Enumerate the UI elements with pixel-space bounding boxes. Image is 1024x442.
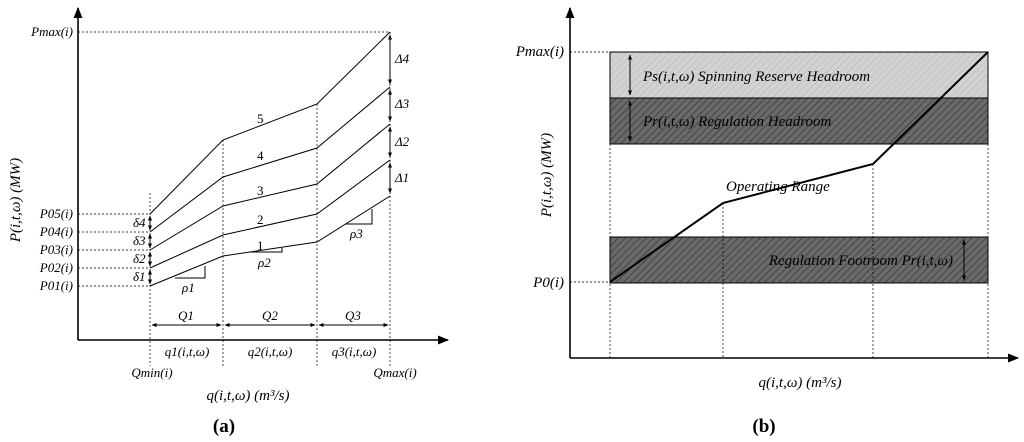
x-axis-label-a: q(i,t,ω) (m³/s) <box>207 388 290 404</box>
p0-label-1: P01(i) <box>39 278 73 293</box>
operating-curve <box>609 51 989 283</box>
delta-small-4: δ4 <box>133 215 146 230</box>
curve-2 <box>149 159 391 269</box>
slope-triangle-2 <box>250 248 283 253</box>
operating-range-label: Operating Range <box>726 179 830 195</box>
regulation-headroom-label: Pr(i,t,ω) Regulation Headroom <box>642 114 832 130</box>
spinning-reserve-label: Ps(i,t,ω) Spinning Reserve Headroom <box>642 69 870 85</box>
segment-flow-3: q3(i,t,ω) <box>332 344 377 359</box>
curve-number-2: 2 <box>257 212 264 227</box>
panel-a-curves <box>149 31 391 287</box>
caption-a: (a) <box>213 416 235 437</box>
panel-b: Ps(i,t,ω) Spinning Reserve Headroom Pr(i… <box>515 6 1020 437</box>
x-axis-label-b: q(i,t,ω) (m³/s) <box>759 375 842 391</box>
y-axis-label-b: P(i,t,ω) (MW) <box>539 133 555 218</box>
delta-big-2: Δ2 <box>394 134 410 149</box>
segment-width-1: Q1 <box>178 308 194 323</box>
p0-label-4: P04(i) <box>39 224 73 239</box>
slope-label-1: ρ1 <box>181 280 195 295</box>
delta-small-2: δ2 <box>133 251 146 266</box>
segment-flow-1: q1(i,t,ω) <box>165 344 210 359</box>
panel-a-guides <box>78 31 391 366</box>
qmin-label: Qmin(i) <box>131 365 172 380</box>
p0-label-2: P02(i) <box>39 260 73 275</box>
curve-number-1: 1 <box>257 238 264 253</box>
segment-flow-2: q2(i,t,ω) <box>248 344 293 359</box>
p0-label-b: P0(i) <box>532 275 564 291</box>
p0-label-3: P03(i) <box>39 242 73 257</box>
delta-small-3: δ3 <box>133 233 146 248</box>
segment-width-3: Q3 <box>345 308 361 323</box>
spinning-reserve-band <box>609 51 989 99</box>
curve-number-3: 3 <box>257 183 264 198</box>
delta-big-4: Δ4 <box>394 51 410 66</box>
curve-1 <box>149 195 391 287</box>
slope-triangle-3 <box>345 209 373 225</box>
pmax-label-a: Pmax(i) <box>30 24 73 39</box>
pmax-label-b: Pmax(i) <box>515 44 564 60</box>
slope-triangle-1 <box>175 266 206 279</box>
p0-label-5: P05(i) <box>39 206 73 221</box>
y-axis-label-a: P(i,t,ω) (MW) <box>8 158 24 243</box>
panel-b-guides <box>570 51 989 358</box>
segment-width-2: Q2 <box>262 308 278 323</box>
panel-a: 1 2 3 4 5 ρ1 ρ2 ρ3 δ4 δ3 δ2 δ1 Δ4 Δ3 <box>8 6 450 437</box>
slope-label-2: ρ2 <box>257 255 271 270</box>
curve-5 <box>149 31 391 215</box>
delta-big-1: Δ1 <box>394 170 409 185</box>
regulation-footroom-label: Regulation Footroom Pr(i,t,ω) <box>768 253 953 269</box>
delta-small-1: δ1 <box>133 269 146 284</box>
qmax-label: Qmax(i) <box>373 365 416 380</box>
caption-b: (b) <box>752 416 775 437</box>
curve-3 <box>149 123 391 251</box>
curve-4 <box>149 86 391 233</box>
slope-label-3: ρ3 <box>349 226 363 241</box>
delta-big-3: Δ3 <box>394 96 410 111</box>
curve-number-5: 5 <box>257 111 264 126</box>
curve-number-4: 4 <box>257 148 264 163</box>
